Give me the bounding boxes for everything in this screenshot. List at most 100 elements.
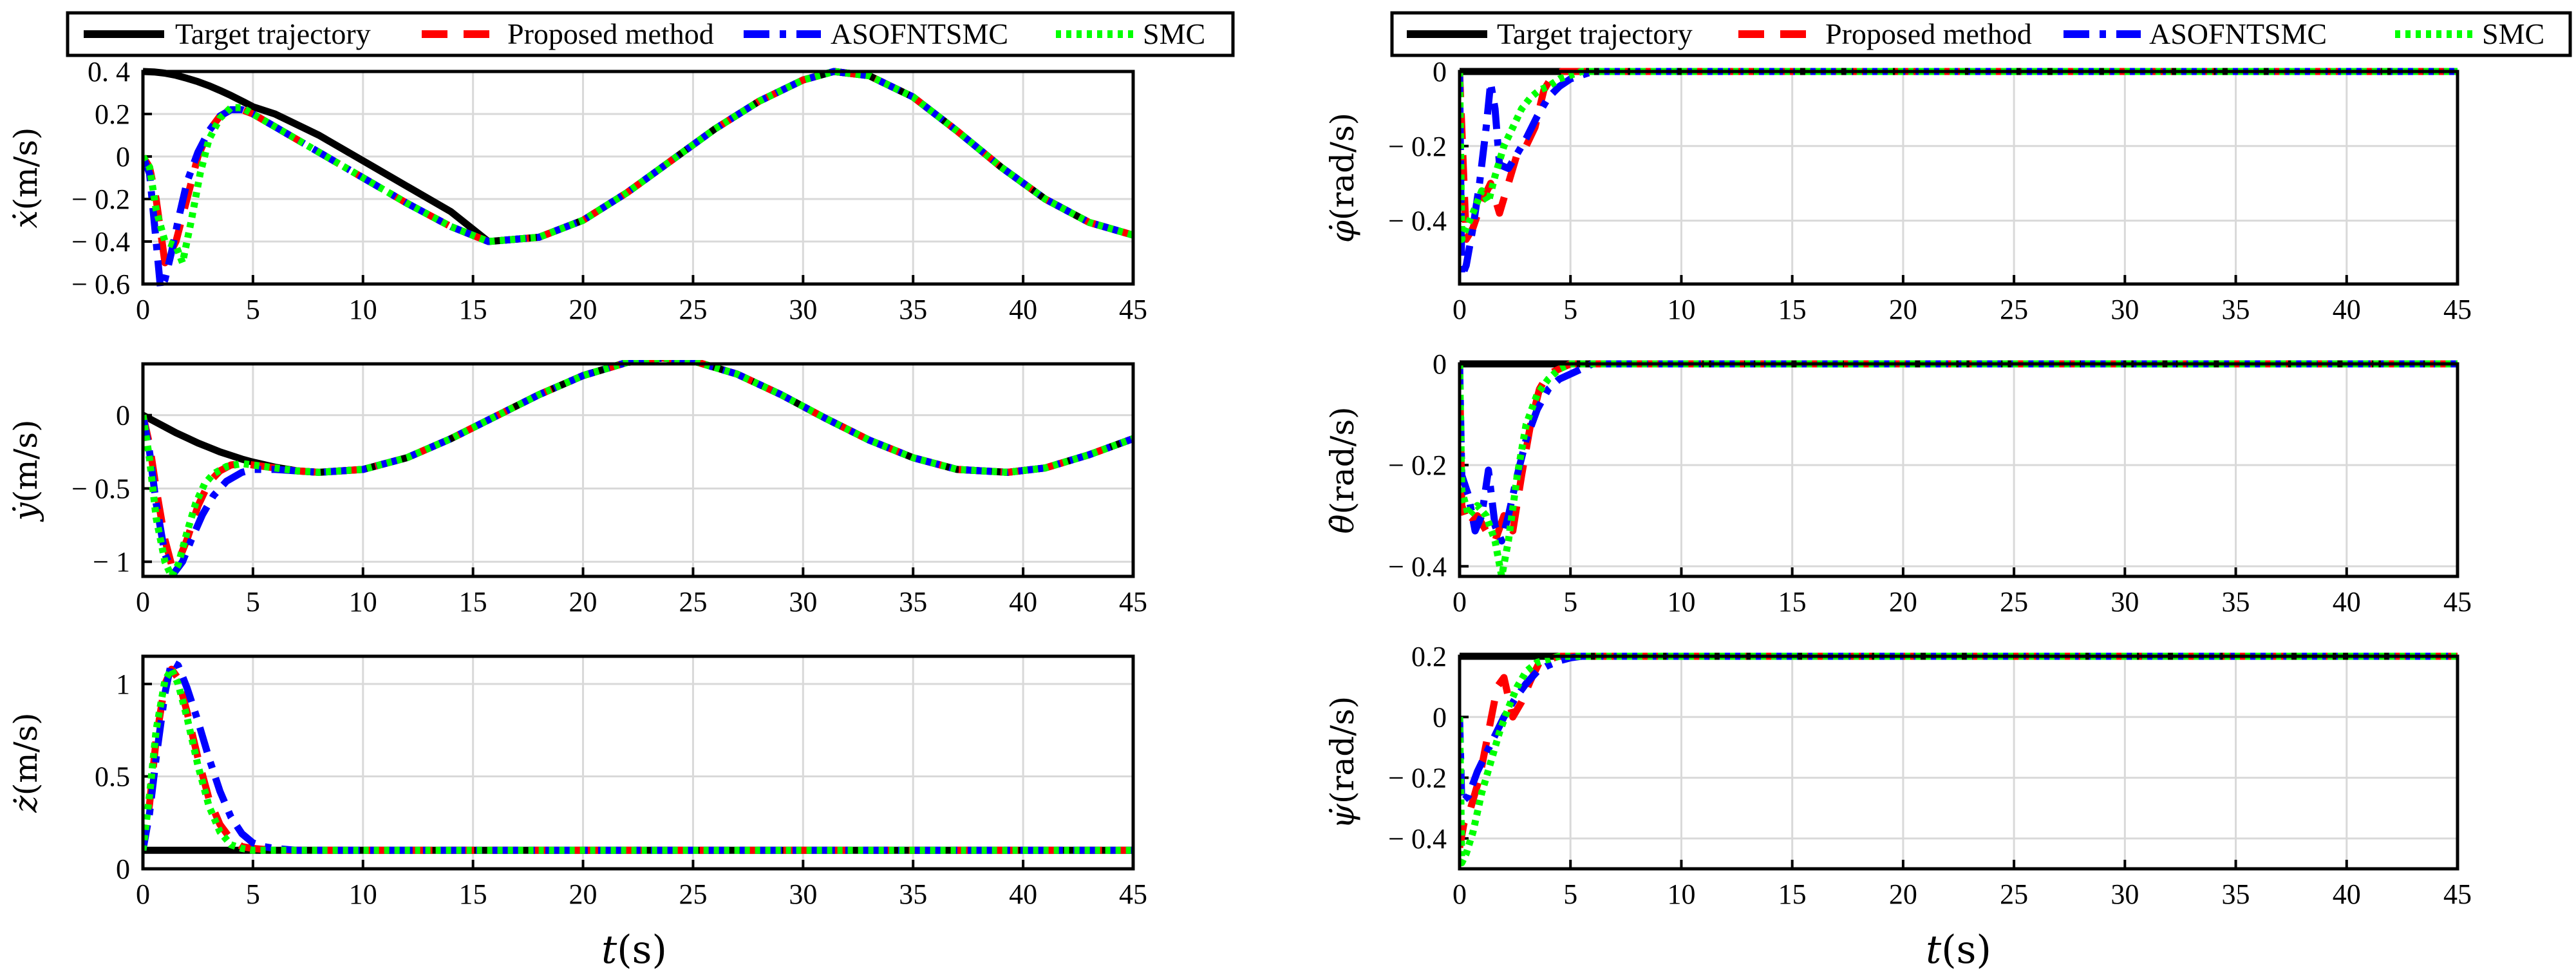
y-tick-label: 0 bbox=[1433, 348, 1447, 380]
series-line-smc bbox=[1460, 68, 2458, 243]
axes-box-ydot bbox=[141, 362, 1135, 578]
series-line-smc bbox=[143, 665, 1133, 854]
y-tick-label: − 0.4 bbox=[1388, 551, 1447, 582]
x-tick-label: 0 bbox=[136, 294, 150, 325]
x-tick-label: 45 bbox=[1119, 586, 1147, 618]
y-tick-label: 1 bbox=[116, 669, 130, 700]
legend-label-asofntsmc: ASOFNTSMC bbox=[831, 17, 1008, 50]
series-line-smc bbox=[1460, 360, 2458, 580]
axes-box-phidot bbox=[1458, 70, 2459, 286]
x-tick-label: 35 bbox=[899, 294, 927, 325]
y-axis-label-ydot: ẏ(m/s) bbox=[7, 419, 44, 522]
y-axis-unit: (m/s) bbox=[7, 127, 44, 210]
x-tick-label: 5 bbox=[246, 878, 260, 910]
y-tick-label: − 0.2 bbox=[1388, 450, 1447, 481]
series-group-ydot bbox=[143, 360, 1133, 580]
panel-thetadot: 0 5 10 15 20 25 30 35 40 45 − 0.4 − 0.2 0 θ̇(rad/s) bbox=[1324, 348, 2472, 618]
x-tick-label: 20 bbox=[569, 294, 597, 325]
x-tick-label: 40 bbox=[2333, 878, 2361, 910]
y-axis-var: θ̇ bbox=[1324, 515, 1361, 534]
x-tick-label: 35 bbox=[2222, 294, 2250, 325]
series-line-proposed-method bbox=[1460, 68, 2458, 243]
x-tick-label: 25 bbox=[679, 294, 707, 325]
y-axis-label-thetadot: θ̇(rad/s) bbox=[1324, 406, 1361, 533]
x-tick-label: 25 bbox=[679, 586, 707, 618]
y-tick-label: − 1 bbox=[93, 546, 130, 578]
panel-zdot: 0 5 10 15 20 25 30 35 40 45 0 0.5 1 ż(m/s) bbox=[7, 654, 1147, 910]
legend-label-proposed-r: Proposed method bbox=[1825, 17, 2032, 50]
x-axis-var-left: t bbox=[601, 927, 617, 972]
x-axis-unit-left: (s) bbox=[617, 927, 667, 972]
x-tick-label: 15 bbox=[1778, 586, 1807, 618]
y-axis-unit: (rad/s) bbox=[1324, 696, 1361, 804]
legend-right-box bbox=[1390, 11, 2572, 57]
y-axis-var: ẋ bbox=[7, 210, 44, 228]
x-tick-label: 20 bbox=[569, 878, 597, 910]
series-group-zdot bbox=[143, 658, 1133, 854]
y-axis-unit: (m/s) bbox=[7, 712, 44, 795]
panel-xdot: 0 5 10 15 20 25 30 35 40 45 − 0.6 − 0.4 − 0.2 0 0.2 0. … bbox=[7, 56, 1147, 325]
y-axis-var: ẏ bbox=[7, 502, 44, 522]
panel-psidot: 0 5 10 15 20 25 30 35 40 45 − 0.4 − 0.2 0 0.2 ψ̇(rad/s… bbox=[1324, 641, 2472, 910]
x-tick-label: 30 bbox=[789, 586, 817, 618]
x-tick-label: 25 bbox=[2000, 878, 2028, 910]
x-axis-unit-right: (s) bbox=[1941, 927, 1991, 972]
x-tick-label: 10 bbox=[349, 586, 377, 618]
axes-box-thetadot bbox=[1458, 362, 2459, 578]
x-tick-label: 0 bbox=[1453, 294, 1467, 325]
series-group-xdot bbox=[143, 68, 1133, 288]
x-tick-label: 45 bbox=[2443, 878, 2472, 910]
y-tick-label: − 0.2 bbox=[1388, 763, 1447, 794]
x-axis-label-right: t(s) bbox=[1926, 927, 1991, 972]
y-tick-label: − 0.5 bbox=[71, 473, 130, 504]
y-axis-var: ψ̇ bbox=[1324, 803, 1361, 829]
x-tick-label: 0 bbox=[1453, 878, 1467, 910]
x-tick-label: 30 bbox=[789, 294, 817, 325]
x-tick-label: 0 bbox=[136, 586, 150, 618]
legend-right: Target trajectory Proposed method ASOFNT… bbox=[1390, 11, 2572, 57]
y-tick-label: 0 bbox=[116, 853, 130, 885]
x-tick-label: 5 bbox=[1563, 878, 1577, 910]
legend-left-box bbox=[66, 11, 1235, 57]
x-tick-label: 45 bbox=[1119, 294, 1147, 325]
y-tick-label: − 0.6 bbox=[71, 269, 130, 300]
y-axis-unit: (m/s) bbox=[7, 419, 44, 502]
x-tick-label: 15 bbox=[459, 294, 487, 325]
y-axis-unit: (rad/s) bbox=[1324, 406, 1361, 514]
x-tick-label: 30 bbox=[789, 878, 817, 910]
plot-area-xdot bbox=[143, 71, 1133, 284]
y-tick-label: − 0.2 bbox=[71, 184, 130, 215]
x-tick-label: 10 bbox=[349, 294, 377, 325]
y-tick-label: − 0.4 bbox=[71, 226, 130, 258]
x-tick-label: 20 bbox=[1889, 878, 1917, 910]
x-tick-label: 10 bbox=[1667, 294, 1695, 325]
x-tick-label: 35 bbox=[899, 878, 927, 910]
panel-phidot: 0 5 10 15 20 25 30 35 40 45 − 0.4 − 0.2 0 φ̇(rad/s) bbox=[1324, 56, 2472, 325]
x-tick-label: 25 bbox=[2000, 586, 2028, 618]
x-tick-label: 15 bbox=[1778, 878, 1807, 910]
legend-label-smc-r: SMC bbox=[2482, 17, 2544, 50]
x-tick-label: 20 bbox=[1889, 586, 1917, 618]
x-tick-label: 15 bbox=[1778, 294, 1807, 325]
legend-label-asofntsmc-r: ASOFNTSMC bbox=[2149, 17, 2327, 50]
x-tick-label: 20 bbox=[569, 586, 597, 618]
y-tick-label: 0 bbox=[116, 400, 130, 432]
x-tick-label: 45 bbox=[1119, 878, 1147, 910]
y-tick-label: 0.5 bbox=[95, 761, 130, 793]
panel-ydot: 0 5 10 15 20 25 30 35 40 45 − 1 − 0.5 0 ẏ(m/s) bbox=[7, 360, 1147, 618]
x-tick-label: 5 bbox=[246, 586, 260, 618]
legend-label-smc: SMC bbox=[1143, 17, 1205, 50]
legend-label-target-r: Target trajectory bbox=[1497, 17, 1693, 50]
axes-box-zdot bbox=[141, 654, 1135, 871]
y-tick-label: − 0.4 bbox=[1388, 823, 1447, 855]
x-tick-label: 45 bbox=[2443, 586, 2472, 618]
x-tick-label: 25 bbox=[2000, 294, 2028, 325]
plot-area-psidot bbox=[1460, 656, 2458, 869]
x-tick-label: 35 bbox=[2222, 586, 2250, 618]
x-tick-label: 45 bbox=[2443, 294, 2472, 325]
y-tick-label: 0. 4 bbox=[88, 56, 130, 88]
x-tick-label: 30 bbox=[2111, 294, 2139, 325]
y-tick-label: 0.2 bbox=[1411, 641, 1447, 672]
x-tick-label: 35 bbox=[899, 586, 927, 618]
